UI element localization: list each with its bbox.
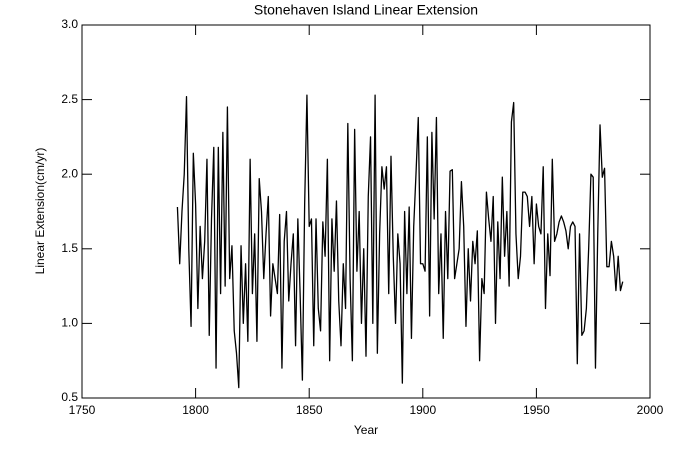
y-tick-label: 2.5 <box>61 92 78 106</box>
x-tick-label: 2000 <box>637 403 664 417</box>
y-tick-label: 1.5 <box>61 241 78 255</box>
x-axis-label: Year <box>354 423 378 437</box>
y-tick-label: 0.5 <box>61 390 78 404</box>
data-line <box>176 94 624 389</box>
y-tick-label: 2.0 <box>61 166 78 180</box>
y-tick-label: 1.0 <box>61 316 78 330</box>
plot-frame <box>81 24 651 399</box>
x-tick-label: 1750 <box>69 403 96 417</box>
x-tick-label: 1800 <box>182 403 209 417</box>
chart-title: Stonehaven Island Linear Extension <box>254 2 478 18</box>
x-tick-label: 1950 <box>523 403 550 417</box>
x-tick-label: 1900 <box>409 403 436 417</box>
x-tick-label: 1850 <box>296 403 323 417</box>
y-axis-label: Linear Extension(cm/yr) <box>33 148 47 275</box>
y-tick-label: 3.0 <box>61 17 78 31</box>
